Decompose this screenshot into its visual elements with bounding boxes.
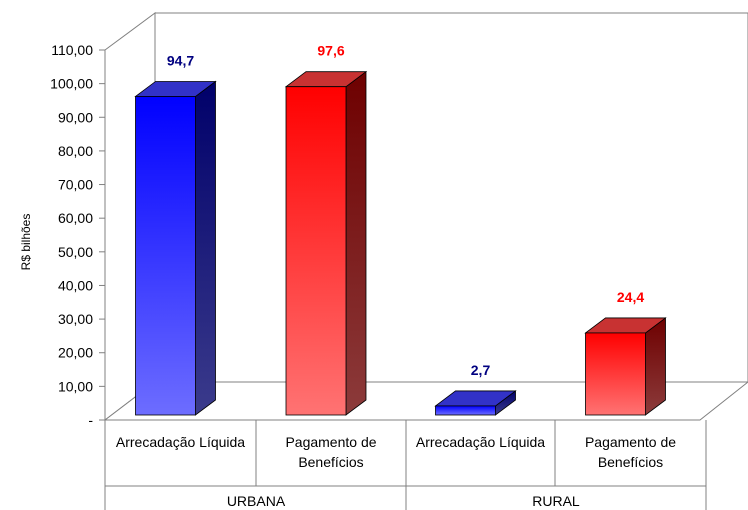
y-tick-label: 90,00 (58, 109, 93, 125)
category-axis-table (104, 420, 707, 510)
y-tick-label: 100,00 (50, 76, 93, 92)
y-tick-label: 70,00 (58, 177, 93, 193)
group-label: URBANA (227, 493, 286, 509)
bar-3 (434, 390, 517, 416)
y-axis (99, 49, 106, 421)
bar-side (195, 80, 216, 416)
value-label: 94,7 (167, 52, 194, 68)
bars (134, 70, 667, 416)
y-tick-label: 30,00 (58, 311, 93, 327)
value-labels: 94,7 97,6 2,7 24,4 (167, 43, 644, 378)
y-axis-title: R$ bilhões (19, 214, 33, 271)
category-label: Arrecadação Líquida (416, 434, 545, 450)
group-labels: URBANA RURAL (227, 493, 580, 509)
value-label: 24,4 (617, 289, 644, 305)
bar-front (435, 405, 496, 416)
group-label: RURAL (532, 493, 580, 509)
category-label: Pagamento de Benefícios (285, 434, 376, 470)
bar-1 (134, 80, 217, 416)
y-tick-labels: - 10,00 20,00 30,00 40,00 50,00 60,00 70,00 80,0… (50, 42, 93, 428)
bar-side (345, 70, 367, 416)
bar-front (285, 86, 347, 416)
value-label: 97,6 (317, 43, 344, 59)
y-tick-label: 50,00 (58, 244, 93, 260)
y-tick-label: 10,00 (58, 378, 93, 394)
y-tick-label: 60,00 (58, 210, 93, 226)
bar-front (135, 96, 196, 416)
y-tick-label: 40,00 (58, 277, 93, 293)
category-label: Pagamento de Benefícios (585, 434, 676, 470)
y-tick-label: 20,00 (58, 345, 93, 361)
y-tick-label: 110,00 (51, 42, 93, 58)
bar-2 (284, 70, 368, 416)
bar-front (585, 332, 646, 416)
category-labels: Arrecadação Líquida Pagamento de Benefício… (116, 434, 676, 470)
bar-4 (584, 317, 667, 416)
category-label: Arrecadação Líquida (116, 434, 245, 450)
bar-side (645, 317, 666, 416)
value-label: 2,7 (471, 362, 491, 378)
y-tick-label: 80,00 (58, 143, 93, 159)
y-tick-label: - (88, 412, 93, 428)
